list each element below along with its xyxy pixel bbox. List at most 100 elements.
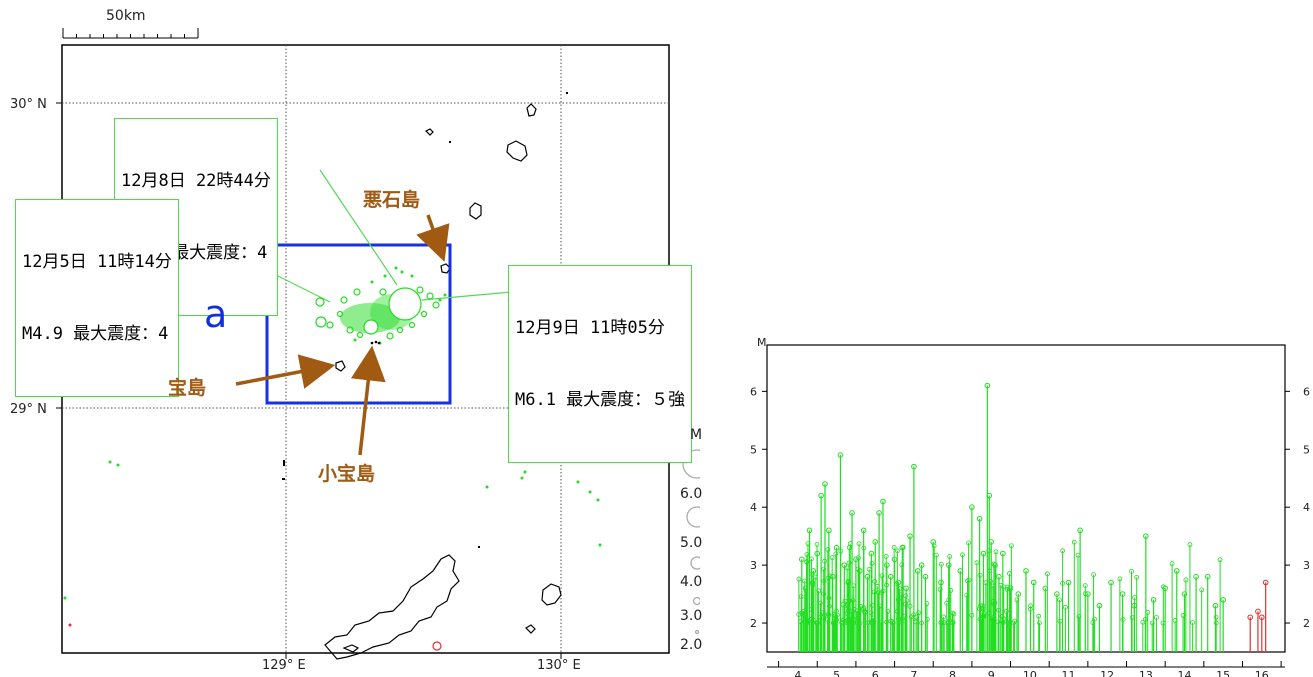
x-tick-label: 7 — [910, 669, 917, 677]
mt-point — [1000, 550, 1006, 557]
mt-point-minor — [1183, 577, 1189, 583]
mt-point — [938, 579, 944, 586]
mt-point — [1023, 568, 1029, 574]
island-outline — [506, 140, 528, 162]
island-outline — [424, 128, 434, 136]
mt-point — [860, 527, 867, 534]
mt-point — [841, 562, 848, 568]
mt-point-minor — [1140, 619, 1146, 625]
mt-point-minor — [1008, 543, 1014, 549]
callout-dec5: 12月5日 11時14分 M4.9 最大震度：4 — [15, 199, 179, 397]
lon-label-129: 129° E — [262, 658, 306, 673]
arrow-takara — [235, 354, 336, 389]
mt-point-minor — [1057, 597, 1063, 603]
x-tick-label: 8 — [949, 669, 956, 677]
place-takara: 宝島 — [168, 377, 207, 399]
mt-point-minor — [1091, 572, 1096, 578]
callout-dec9: 12月9日 11時05分 M6.1 最大震度：５強 — [508, 265, 693, 463]
mt-point — [988, 539, 995, 545]
x-tick-label: 9 — [988, 669, 995, 677]
mt-point-minor — [941, 620, 947, 626]
legend-label: 3.0 — [680, 608, 703, 624]
mt-point-minor — [989, 615, 995, 621]
mt-point-minor — [966, 577, 972, 583]
mt-point-minor — [829, 555, 835, 560]
mt-point-minor — [833, 551, 839, 557]
mt-point-minor — [1134, 574, 1140, 580]
mt-point — [899, 544, 906, 551]
mt-point — [903, 585, 909, 592]
mt-point — [814, 550, 821, 557]
mt-point-minor — [938, 561, 944, 567]
mt-point-minor — [846, 598, 852, 604]
island-amami-outline — [324, 554, 460, 660]
x-tick-label: 6 — [872, 669, 879, 677]
mt-point-minor — [832, 613, 838, 619]
mt-point — [1262, 579, 1269, 586]
mt-point — [826, 527, 832, 534]
mt-point — [918, 562, 925, 568]
mt-point — [1108, 579, 1114, 586]
mt-y-title: M — [757, 336, 767, 349]
mt-point — [853, 556, 859, 563]
mt-point-minor — [879, 573, 885, 579]
mt-point — [1007, 585, 1014, 592]
callout-line2: M4.9 最大震度：4 — [22, 324, 169, 344]
mt-point — [1193, 573, 1199, 580]
x-tick-label: 10 — [1023, 669, 1037, 677]
island-takara-outline — [335, 360, 346, 372]
callout-line1: 12月5日 11時14分 — [22, 252, 172, 272]
mt-point — [1030, 579, 1037, 586]
mt-point-minor — [937, 586, 943, 592]
mt-point — [876, 510, 882, 516]
mt-point — [1247, 614, 1254, 621]
mt-plot: 6 6 5 5 4 4 3 3 2 2 4 5 6 7 8 9 10 11 12 13 14 15 16 — [750, 344, 1310, 677]
mt-point-minor — [1217, 557, 1223, 563]
mt-point-minor — [898, 592, 904, 598]
arrow-kodakara — [350, 345, 386, 456]
mt-point — [810, 568, 817, 574]
mt-chart: M 6 6 5 5 4 4 3 3 2 2 4 5 6 7 8 9 10 11 12 13 14 15 16 — [745, 330, 1313, 677]
mt-point-minor — [1117, 576, 1123, 582]
mt-point — [802, 585, 809, 592]
place-kodakara: 小宝島 — [318, 463, 376, 485]
map-panel: 50km 30° N 29° N 129° E 130° E — [10, 8, 703, 673]
mt-point — [872, 539, 879, 545]
mt-point-minor — [825, 547, 831, 552]
mt-point-minor — [1044, 571, 1050, 577]
quake-cluster — [315, 286, 440, 340]
callout-line1: 12月8日 22時44分 — [121, 171, 271, 191]
mt-point — [957, 568, 964, 574]
island-outline — [541, 583, 562, 606]
island-outline — [469, 202, 482, 220]
mt-point — [984, 382, 991, 389]
y-tick-label-right: 2 — [1303, 617, 1310, 630]
mt-point-minor — [1076, 614, 1082, 620]
mt-point-minor — [951, 611, 957, 617]
mt-point-minor — [1037, 620, 1042, 626]
scale-bar: 50km — [62, 8, 202, 40]
y-tick-label-right: 5 — [1303, 443, 1310, 456]
mt-point — [806, 527, 813, 534]
x-tick-label: 15 — [1216, 669, 1230, 677]
mt-point — [884, 562, 890, 568]
callout-line1: 12月9日 11時05分 — [515, 318, 665, 338]
mt-point — [864, 573, 871, 580]
mt-point-minor — [1004, 608, 1009, 614]
mt-point-minor — [894, 548, 900, 554]
mt-point — [1054, 591, 1060, 597]
legend-label: 6.0 — [680, 486, 703, 502]
lat-label-29: 29° N — [10, 402, 47, 417]
mt-point-minor — [885, 609, 891, 614]
mt-point — [833, 544, 840, 551]
mt-point-minor — [1011, 620, 1017, 626]
lat-label-30: 30° N — [10, 97, 47, 112]
mt-point — [895, 579, 902, 586]
mt-point-minor — [993, 549, 999, 555]
mt-point — [1259, 614, 1265, 621]
mt-point-minor — [1213, 614, 1219, 620]
mt-point-minor — [883, 553, 889, 559]
mt-point-minor — [809, 580, 815, 586]
mt-point — [798, 556, 805, 563]
mt-point-minor — [1014, 597, 1020, 603]
